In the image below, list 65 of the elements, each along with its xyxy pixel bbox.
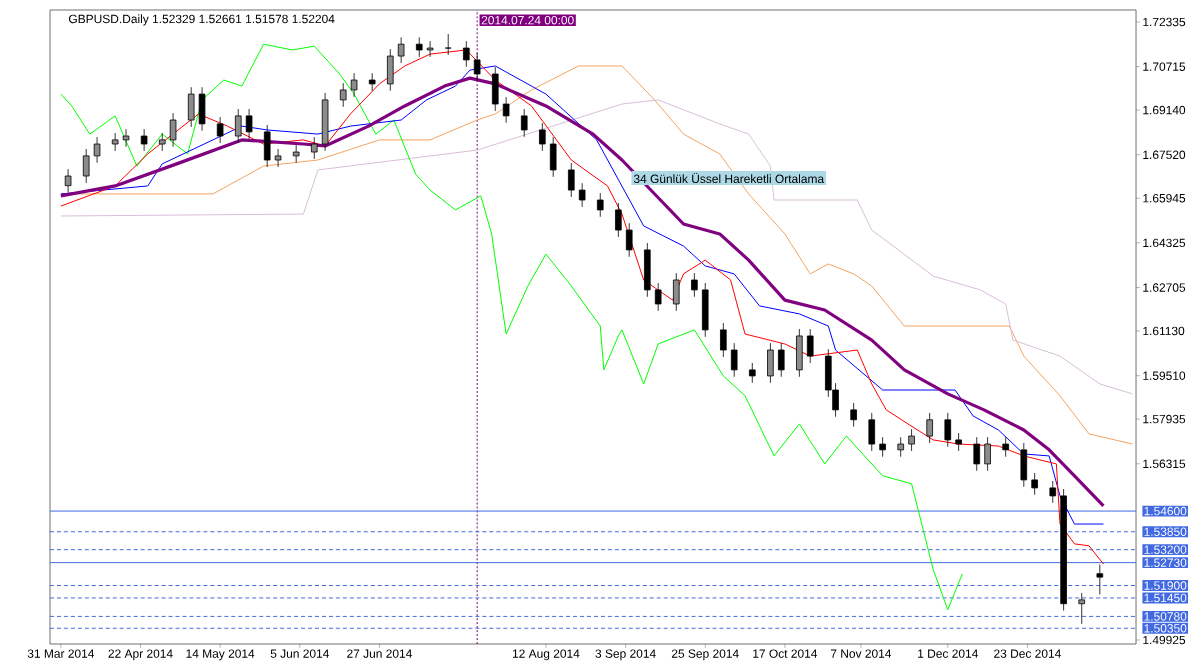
candlestick <box>868 412 876 452</box>
candlestick <box>140 128 148 152</box>
candlestick <box>502 96 510 124</box>
candlestick <box>415 36 423 58</box>
candlestick <box>350 72 358 98</box>
candlestick <box>1020 442 1028 488</box>
candlestick <box>749 362 756 384</box>
candlestick <box>397 36 405 64</box>
candlestick <box>263 124 271 168</box>
candlestick <box>777 342 785 378</box>
candlestick <box>169 112 177 148</box>
candlestick <box>691 272 698 298</box>
candlestick <box>386 48 394 92</box>
candlestick <box>520 108 528 138</box>
candlestick <box>463 40 470 68</box>
line-series <box>60 99 1133 395</box>
candlestick <box>908 428 915 452</box>
candlestick <box>426 40 434 58</box>
candlestick <box>93 136 101 164</box>
candlestick <box>973 436 981 472</box>
candlestick <box>955 432 962 452</box>
candlestick <box>473 52 481 82</box>
candlestick <box>234 108 242 144</box>
candlestick <box>701 282 709 338</box>
candlestick <box>491 66 499 112</box>
candlestick <box>596 192 604 218</box>
candlestick <box>339 82 347 108</box>
candlestick <box>292 144 300 164</box>
candlestick <box>850 402 857 428</box>
candlestick <box>549 136 557 178</box>
candlestick <box>944 412 952 448</box>
candlestick <box>879 436 886 458</box>
candlestick <box>1060 488 1067 612</box>
candlestick <box>578 182 586 208</box>
candlestick <box>368 72 376 92</box>
line-series <box>60 43 963 611</box>
candlestick <box>567 162 575 198</box>
candlestick <box>615 202 622 238</box>
candlestick <box>158 132 166 152</box>
candlestick <box>1049 480 1057 504</box>
candlestick <box>216 116 224 144</box>
candlestick <box>806 328 814 364</box>
candlestick <box>767 342 774 384</box>
candlestick <box>1002 436 1009 458</box>
candlestick <box>82 148 90 184</box>
candlestick <box>64 168 72 193</box>
candlestick <box>245 108 253 140</box>
candlestick <box>444 33 452 56</box>
candlestick <box>539 122 546 152</box>
candlestick <box>310 136 318 160</box>
candlestick <box>274 148 282 168</box>
candlestick <box>796 328 803 378</box>
candlestick <box>644 242 651 298</box>
candlestick <box>720 322 727 358</box>
candlestick <box>1031 472 1038 496</box>
candlestick <box>654 282 662 312</box>
candlestick <box>984 436 991 472</box>
candlestick <box>625 222 633 258</box>
candlestick <box>321 92 329 152</box>
candlestick <box>730 342 738 378</box>
candlestick <box>1078 592 1086 625</box>
candlestick <box>897 436 905 458</box>
candlestick <box>672 272 680 312</box>
candlestick <box>1096 564 1104 595</box>
candlestick <box>926 412 933 444</box>
